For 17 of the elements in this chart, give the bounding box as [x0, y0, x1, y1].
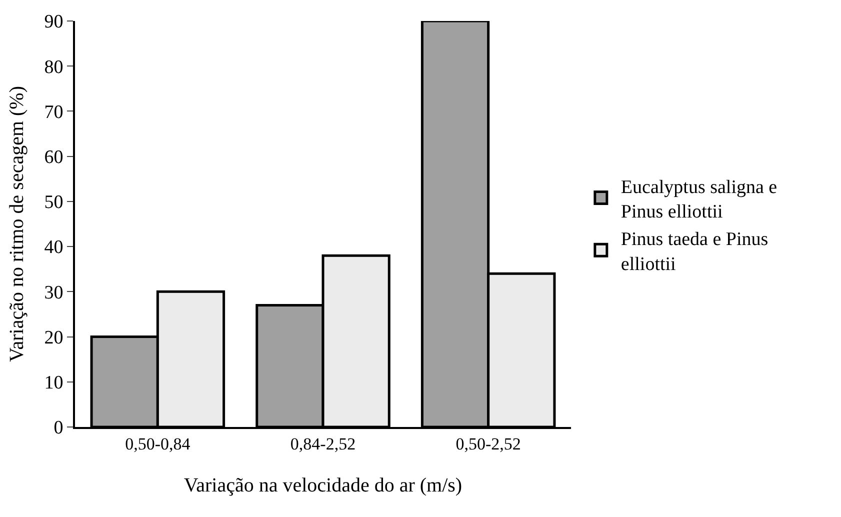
legend-label: Pinus taeda e Pinus elliottii — [620, 229, 768, 275]
y-tick-label: 60 — [44, 146, 64, 168]
y-axis-title: Variação no ritmo de secagem (%) — [6, 86, 28, 362]
y-tick-label: 20 — [44, 327, 64, 348]
x-tick-label: 0,50-0,84 — [125, 434, 191, 454]
x-tick-label: 0,50-2,52 — [456, 434, 521, 454]
y-tick-label: 50 — [44, 192, 64, 214]
legend-label: Eucalyptus saligna e Pinus elliottii — [620, 176, 778, 222]
y-tick-label: 0 — [54, 418, 64, 439]
y-tick-label: 70 — [44, 102, 64, 123]
x-axis-title: Variação na velocidade do ar (m/s) — [184, 474, 462, 496]
y-tick-label: 90 — [44, 12, 64, 33]
y-tick-label: 30 — [44, 282, 64, 304]
y-tick-label: 80 — [44, 56, 64, 78]
y-tick-label: 40 — [44, 237, 64, 258]
x-tick-label: 0,84-2,52 — [290, 434, 356, 454]
y-tick-label: 10 — [44, 372, 64, 394]
